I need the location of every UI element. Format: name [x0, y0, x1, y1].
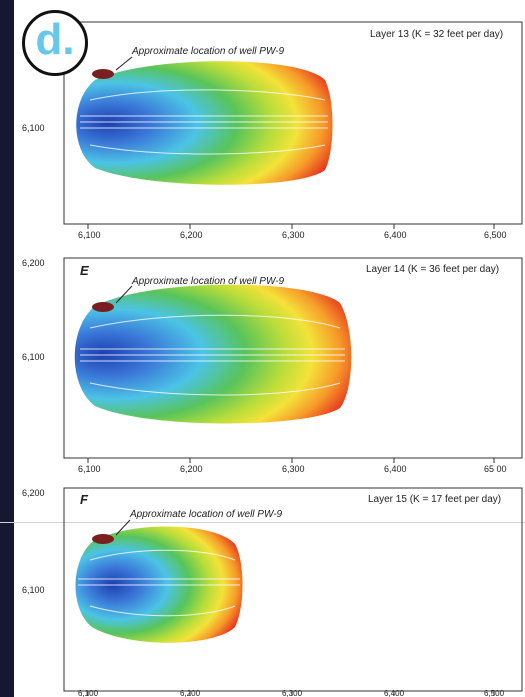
panel-letter: E	[80, 263, 89, 278]
plot-frame	[63, 487, 523, 692]
x-tick-label: 6,200	[180, 464, 203, 474]
y-tick-label: 6,200	[22, 488, 45, 498]
x-tick-label: 6,500	[484, 689, 505, 697]
plot-frame	[63, 21, 523, 225]
x-tick-label: 6,200	[180, 689, 201, 697]
flowlines	[80, 314, 345, 396]
badge-label: d.	[35, 15, 75, 64]
well-arrow	[115, 56, 133, 71]
x-tick-label: 6,300	[282, 689, 303, 697]
layer-label: Layer 15 (K = 17 feet per day)	[368, 494, 501, 505]
x-tick-label: 6,400	[384, 689, 405, 697]
layer-label: Layer 13 (K = 32 feet per day)	[370, 29, 503, 40]
well-label: Approximate location of well PW-9	[131, 276, 285, 287]
x-ticks	[87, 691, 495, 696]
x-tick-label: 6,300	[282, 230, 305, 240]
plume	[74, 284, 352, 424]
x-tick-label: 6,200	[180, 230, 203, 240]
x-tick-label: 6,100	[78, 230, 101, 240]
flowlines	[80, 89, 328, 155]
panel-d: Approximate location of well PW-9 Layer …	[22, 21, 523, 240]
x-tick-label: 6,400	[384, 464, 407, 474]
x-ticks	[87, 458, 495, 463]
layer-label: Layer 14 (K = 36 feet per day)	[366, 264, 499, 275]
image-seam	[0, 522, 525, 523]
plume	[76, 61, 333, 185]
y-tick-label: 6,200	[22, 258, 45, 268]
panel-e: Approximate location of well PW-9 E Laye…	[22, 257, 523, 474]
well-marker	[92, 534, 114, 544]
x-tick-label: 6,100	[78, 464, 101, 474]
x-tick-label: 6,400	[384, 230, 407, 240]
well-marker	[92, 69, 114, 79]
panel-f: Approximate location of well PW-9 F Laye…	[22, 487, 523, 697]
well-marker	[92, 302, 114, 312]
x-tick-label: 6,300	[282, 464, 305, 474]
well-label: Approximate location of well PW-9	[129, 509, 283, 520]
x-ticks	[87, 224, 495, 229]
flowlines	[78, 549, 240, 617]
well-arrow	[115, 285, 133, 304]
y-tick-label: 6,100	[22, 123, 45, 133]
x-tick-label: 6,500	[484, 230, 507, 240]
panel-badge: d.	[22, 10, 88, 76]
y-tick-label: 6,100	[22, 352, 45, 362]
panel-letter: F	[80, 492, 89, 507]
well-label: Approximate location of well PW-9	[131, 46, 285, 57]
x-tick-label: 6,100	[78, 689, 99, 697]
x-tick-label: 65 00	[484, 464, 507, 474]
y-tick-label: 6,100	[22, 585, 45, 595]
well-arrow	[115, 519, 131, 536]
plot-frame	[63, 257, 523, 459]
